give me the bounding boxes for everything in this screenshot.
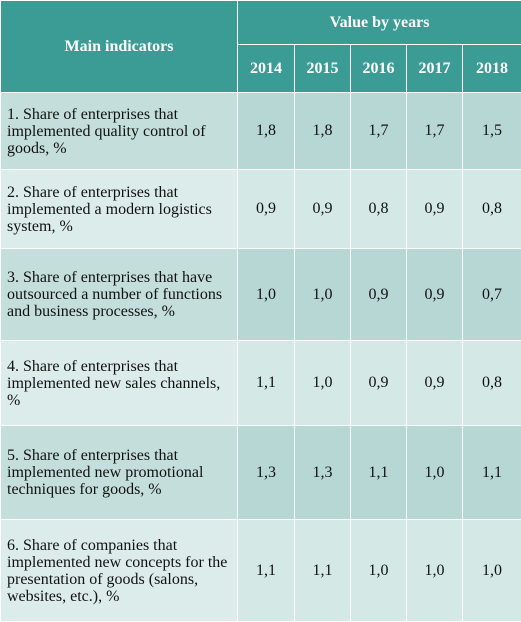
value-cell: 0,9 xyxy=(238,170,295,249)
value-cell: 0,7 xyxy=(463,249,521,341)
value-cell: 1,0 xyxy=(351,520,407,622)
year-header-2017: 2017 xyxy=(407,45,463,93)
indicator-label: 2. Share of enterprises that implemented… xyxy=(1,170,238,249)
year-header-2014: 2014 xyxy=(238,45,295,93)
value-cell: 0,8 xyxy=(463,170,521,249)
indicator-label: 6. Share of companies that implemented n… xyxy=(1,520,238,622)
value-cell: 1,8 xyxy=(238,93,295,170)
value-cell: 1,1 xyxy=(295,520,351,622)
header-row-group: Main indicators Value by years xyxy=(1,1,521,45)
indicator-label: 1. Share of enterprises that implemented… xyxy=(1,93,238,170)
table-row: 1. Share of enterprises that implemented… xyxy=(1,93,521,170)
value-cell: 1,0 xyxy=(407,520,463,622)
table-row: 5. Share of enterprises that implemented… xyxy=(1,426,521,520)
value-cell: 0,9 xyxy=(407,341,463,426)
value-cell: 0,9 xyxy=(351,249,407,341)
value-cell: 0,9 xyxy=(351,341,407,426)
year-header-2018: 2018 xyxy=(463,45,521,93)
value-cell: 1,1 xyxy=(351,426,407,520)
value-cell: 1,7 xyxy=(351,93,407,170)
value-cell: 1,0 xyxy=(463,520,521,622)
value-cell: 0,9 xyxy=(407,249,463,341)
value-cell: 0,8 xyxy=(351,170,407,249)
value-cell: 0,9 xyxy=(407,170,463,249)
indicator-label: 3. Share of enterprises that have outsou… xyxy=(1,249,238,341)
value-cell: 0,9 xyxy=(295,170,351,249)
table-row: 6. Share of companies that implemented n… xyxy=(1,520,521,622)
table-row: 3. Share of enterprises that have outsou… xyxy=(1,249,521,341)
value-cell: 1,1 xyxy=(238,341,295,426)
indicator-label: 4. Share of enterprises that implemented… xyxy=(1,341,238,426)
year-header-2015: 2015 xyxy=(295,45,351,93)
value-cell: 1,0 xyxy=(295,249,351,341)
value-cell: 1,0 xyxy=(295,341,351,426)
table-row: 4. Share of enterprises that implemented… xyxy=(1,341,521,426)
value-cell: 1,3 xyxy=(295,426,351,520)
value-cell: 1,0 xyxy=(407,426,463,520)
value-cell: 1,8 xyxy=(295,93,351,170)
indicator-label: 5. Share of enterprises that implemented… xyxy=(1,426,238,520)
table-row: 2. Share of enterprises that implemented… xyxy=(1,170,521,249)
value-cell: 1,3 xyxy=(238,426,295,520)
value-cell: 1,5 xyxy=(463,93,521,170)
value-by-years-header: Value by years xyxy=(238,1,521,45)
value-cell: 1,1 xyxy=(238,520,295,622)
value-cell: 1,0 xyxy=(238,249,295,341)
main-indicators-header: Main indicators xyxy=(1,1,238,93)
value-cell: 1,1 xyxy=(463,426,521,520)
value-cell: 0,8 xyxy=(463,341,521,426)
year-header-2016: 2016 xyxy=(351,45,407,93)
value-cell: 1,7 xyxy=(407,93,463,170)
